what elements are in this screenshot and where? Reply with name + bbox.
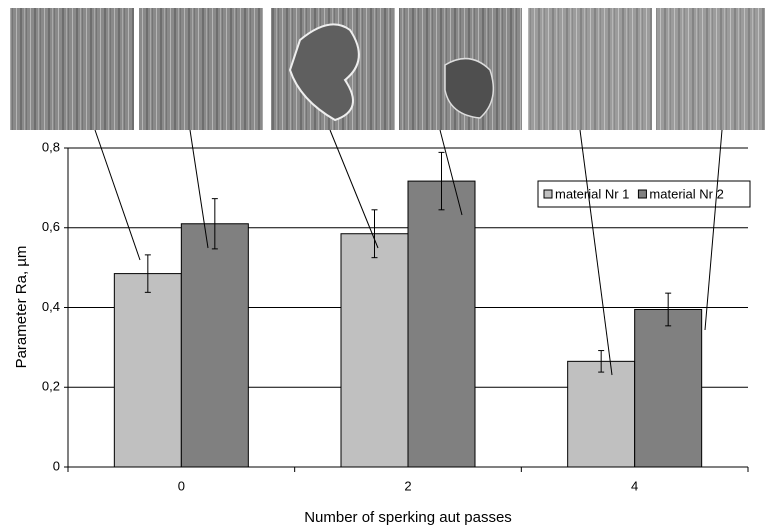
callout-line: [94, 129, 141, 261]
x-tick-label: 0: [178, 478, 185, 493]
y-tick-label: 0,2: [42, 379, 60, 394]
sem-image: [656, 8, 765, 130]
bar: [407, 180, 476, 468]
sem-defect: [288, 23, 360, 122]
y-tick-label: 0: [53, 458, 60, 473]
legend-label: material Nr 2: [649, 186, 723, 201]
bar: [634, 308, 703, 468]
y-tick-label: 0,4: [42, 299, 60, 314]
x-tick-label: 2: [404, 478, 411, 493]
callout-line: [579, 129, 613, 376]
y-tick-label: 0,8: [42, 139, 60, 154]
bar: [180, 223, 249, 468]
legend-swatch: [637, 189, 647, 199]
sem-image: [139, 8, 263, 130]
bar: [340, 233, 409, 468]
sem-defect: [444, 57, 495, 119]
callout-line: [439, 129, 463, 216]
bar: [567, 360, 636, 468]
y-tick-label: 0,6: [42, 219, 60, 234]
error-bar: [144, 254, 151, 293]
x-axis-label: Number of sperking aut passes: [304, 509, 512, 526]
error-bar: [598, 350, 605, 373]
sem-image: [10, 8, 134, 130]
callout-line: [704, 129, 723, 331]
error-bar: [371, 209, 378, 259]
legend-swatch: [543, 189, 553, 199]
error-bar: [665, 292, 672, 327]
callout-line: [189, 129, 209, 249]
bar: [113, 273, 182, 468]
sem-images: [10, 8, 765, 130]
x-tick-label: 4: [631, 478, 638, 493]
legend-label: material Nr 1: [555, 186, 629, 201]
callout-line: [329, 129, 379, 249]
sem-image: [528, 8, 652, 130]
error-bar: [438, 151, 445, 211]
y-axis-label: Parameter Ra, µm: [13, 246, 30, 369]
error-bar: [211, 198, 218, 250]
